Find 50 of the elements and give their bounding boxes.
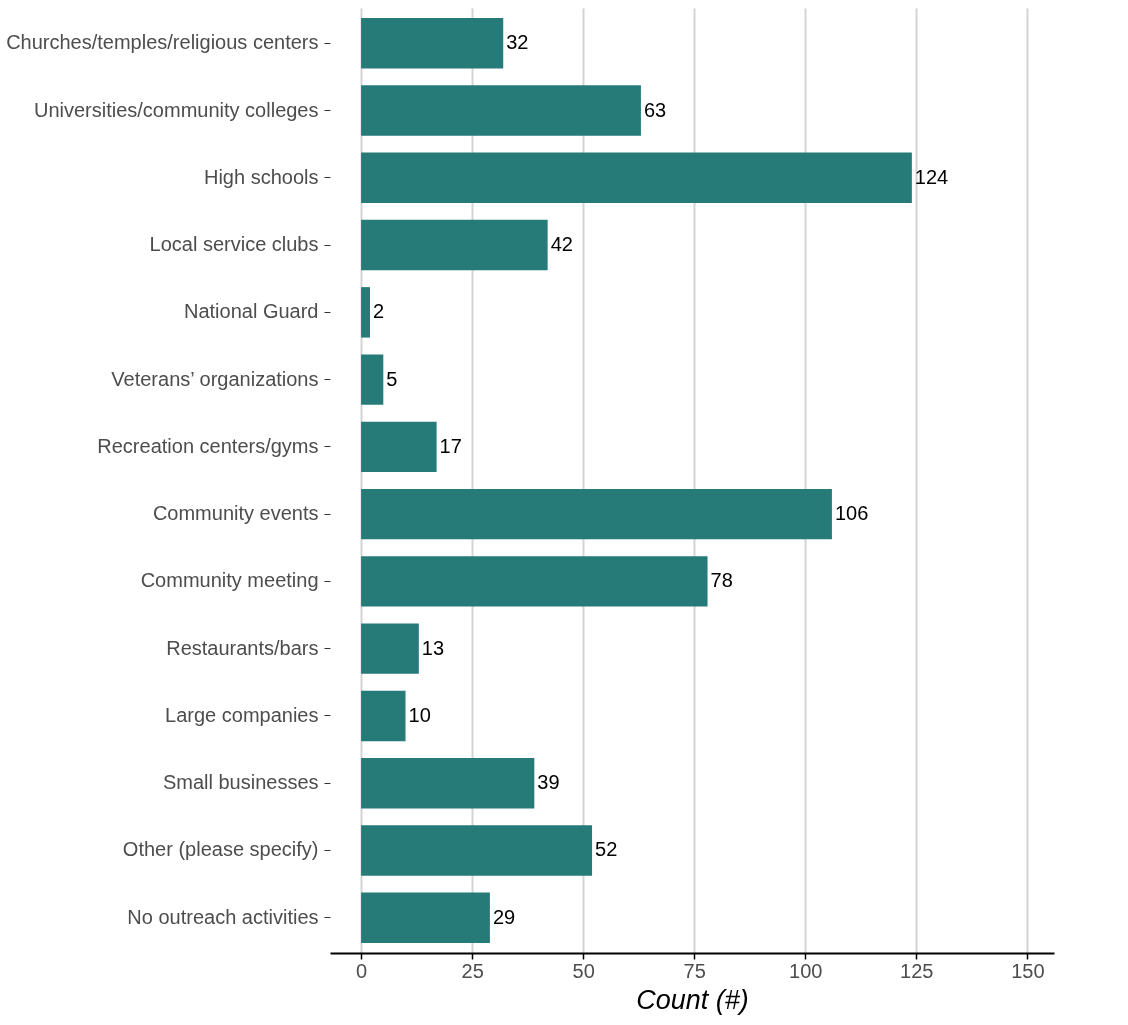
data-label: 52 xyxy=(595,838,618,861)
x-tick-label: 50 xyxy=(572,959,595,982)
bar xyxy=(361,18,504,69)
x-axis-title: Count (#) xyxy=(636,984,749,1015)
y-tick-label: Churches/temples/religious centers xyxy=(6,31,319,54)
y-tick-label: Community meeting xyxy=(140,569,319,592)
bar xyxy=(361,354,384,405)
y-tick-label: Universities/community colleges xyxy=(33,98,319,121)
bar xyxy=(361,85,641,136)
data-label: 13 xyxy=(421,636,445,659)
x-tick-label: 25 xyxy=(461,959,484,982)
data-label: 29 xyxy=(492,905,516,928)
x-tick-label: 150 xyxy=(1011,959,1045,982)
bar xyxy=(361,690,406,742)
bar xyxy=(361,825,593,876)
data-label: 5 xyxy=(386,367,398,390)
y-tick-label: Other (please specify) xyxy=(122,838,319,861)
x-tick-label: 0 xyxy=(356,959,368,982)
bar xyxy=(361,488,832,540)
data-label: 63 xyxy=(643,98,667,121)
x-tick-label: 75 xyxy=(683,959,706,982)
bar xyxy=(361,421,437,473)
x-tick-label: 125 xyxy=(900,959,934,982)
data-label: 2 xyxy=(372,300,385,323)
data-label: 17 xyxy=(439,434,462,457)
bar xyxy=(361,892,490,943)
bar xyxy=(361,556,708,607)
bar xyxy=(361,219,548,271)
data-label: 39 xyxy=(537,771,560,794)
y-tick-label: Large companies xyxy=(165,703,319,726)
y-tick-label: No outreach activities xyxy=(127,905,319,928)
bar xyxy=(361,757,535,809)
y-tick-label: National Guard xyxy=(183,300,319,323)
y-tick-label: Recreation centers/gyms xyxy=(97,434,319,457)
data-label: 10 xyxy=(408,703,431,726)
data-label: 106 xyxy=(834,502,869,525)
y-tick-label: Restaurants/bars xyxy=(166,636,319,659)
bar xyxy=(361,623,419,674)
bar xyxy=(361,152,912,204)
data-label: 124 xyxy=(914,165,949,188)
x-tick-label: 100 xyxy=(789,959,823,982)
y-tick-label: High schools xyxy=(203,165,319,188)
y-tick-label: Community events xyxy=(152,502,319,525)
bar xyxy=(361,287,370,338)
y-tick-label: Veterans’ organizations xyxy=(111,367,319,390)
y-tick-label: Local service clubs xyxy=(149,233,319,256)
data-label: 42 xyxy=(550,233,573,256)
data-label: 32 xyxy=(506,31,529,54)
data-label: 78 xyxy=(710,569,733,592)
y-tick-label: Small businesses xyxy=(162,771,319,794)
